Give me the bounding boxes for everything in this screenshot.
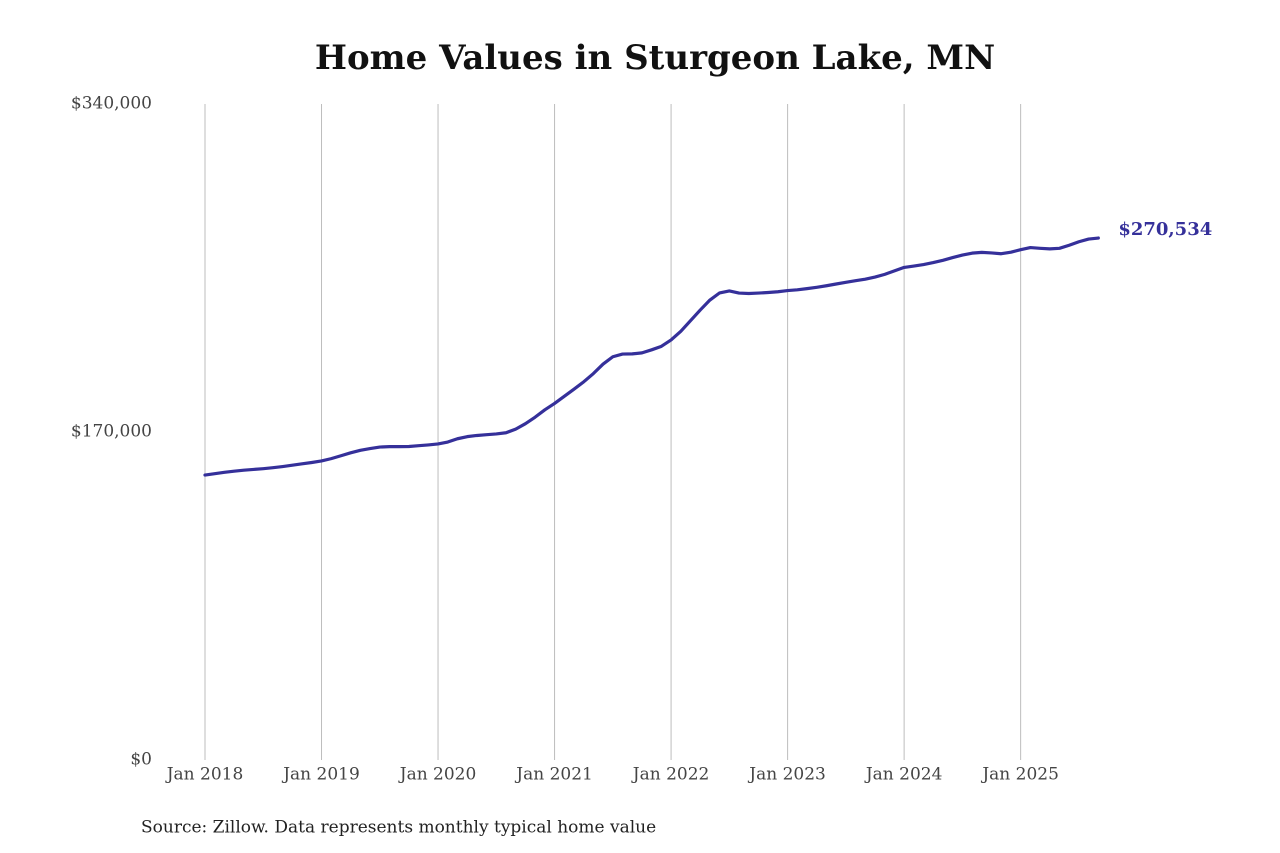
line [203, 236, 1100, 477]
x-tick-label: Jan 2020 [398, 765, 477, 785]
y-tick-label: $340,000 [71, 94, 152, 114]
x-tick-label: Jan 2022 [631, 765, 710, 785]
source-note: Source: Zillow. Data represents monthly … [141, 818, 656, 838]
x-tick-label: Jan 2018 [165, 765, 244, 785]
x-tick-label: Jan 2023 [747, 765, 826, 785]
value-label: $270,534 [1118, 219, 1212, 240]
y-tick-label: $0 [130, 750, 152, 770]
y-tick-label: $170,000 [71, 422, 152, 442]
x-tick-label: Jan 2021 [514, 765, 593, 785]
x-tick-label: Jan 2019 [281, 765, 360, 785]
x-tick-label: Jan 2025 [980, 765, 1059, 785]
chart-title: Home Values in Sturgeon Lake, MN [315, 38, 995, 78]
x-tick-label: Jan 2024 [864, 765, 943, 785]
